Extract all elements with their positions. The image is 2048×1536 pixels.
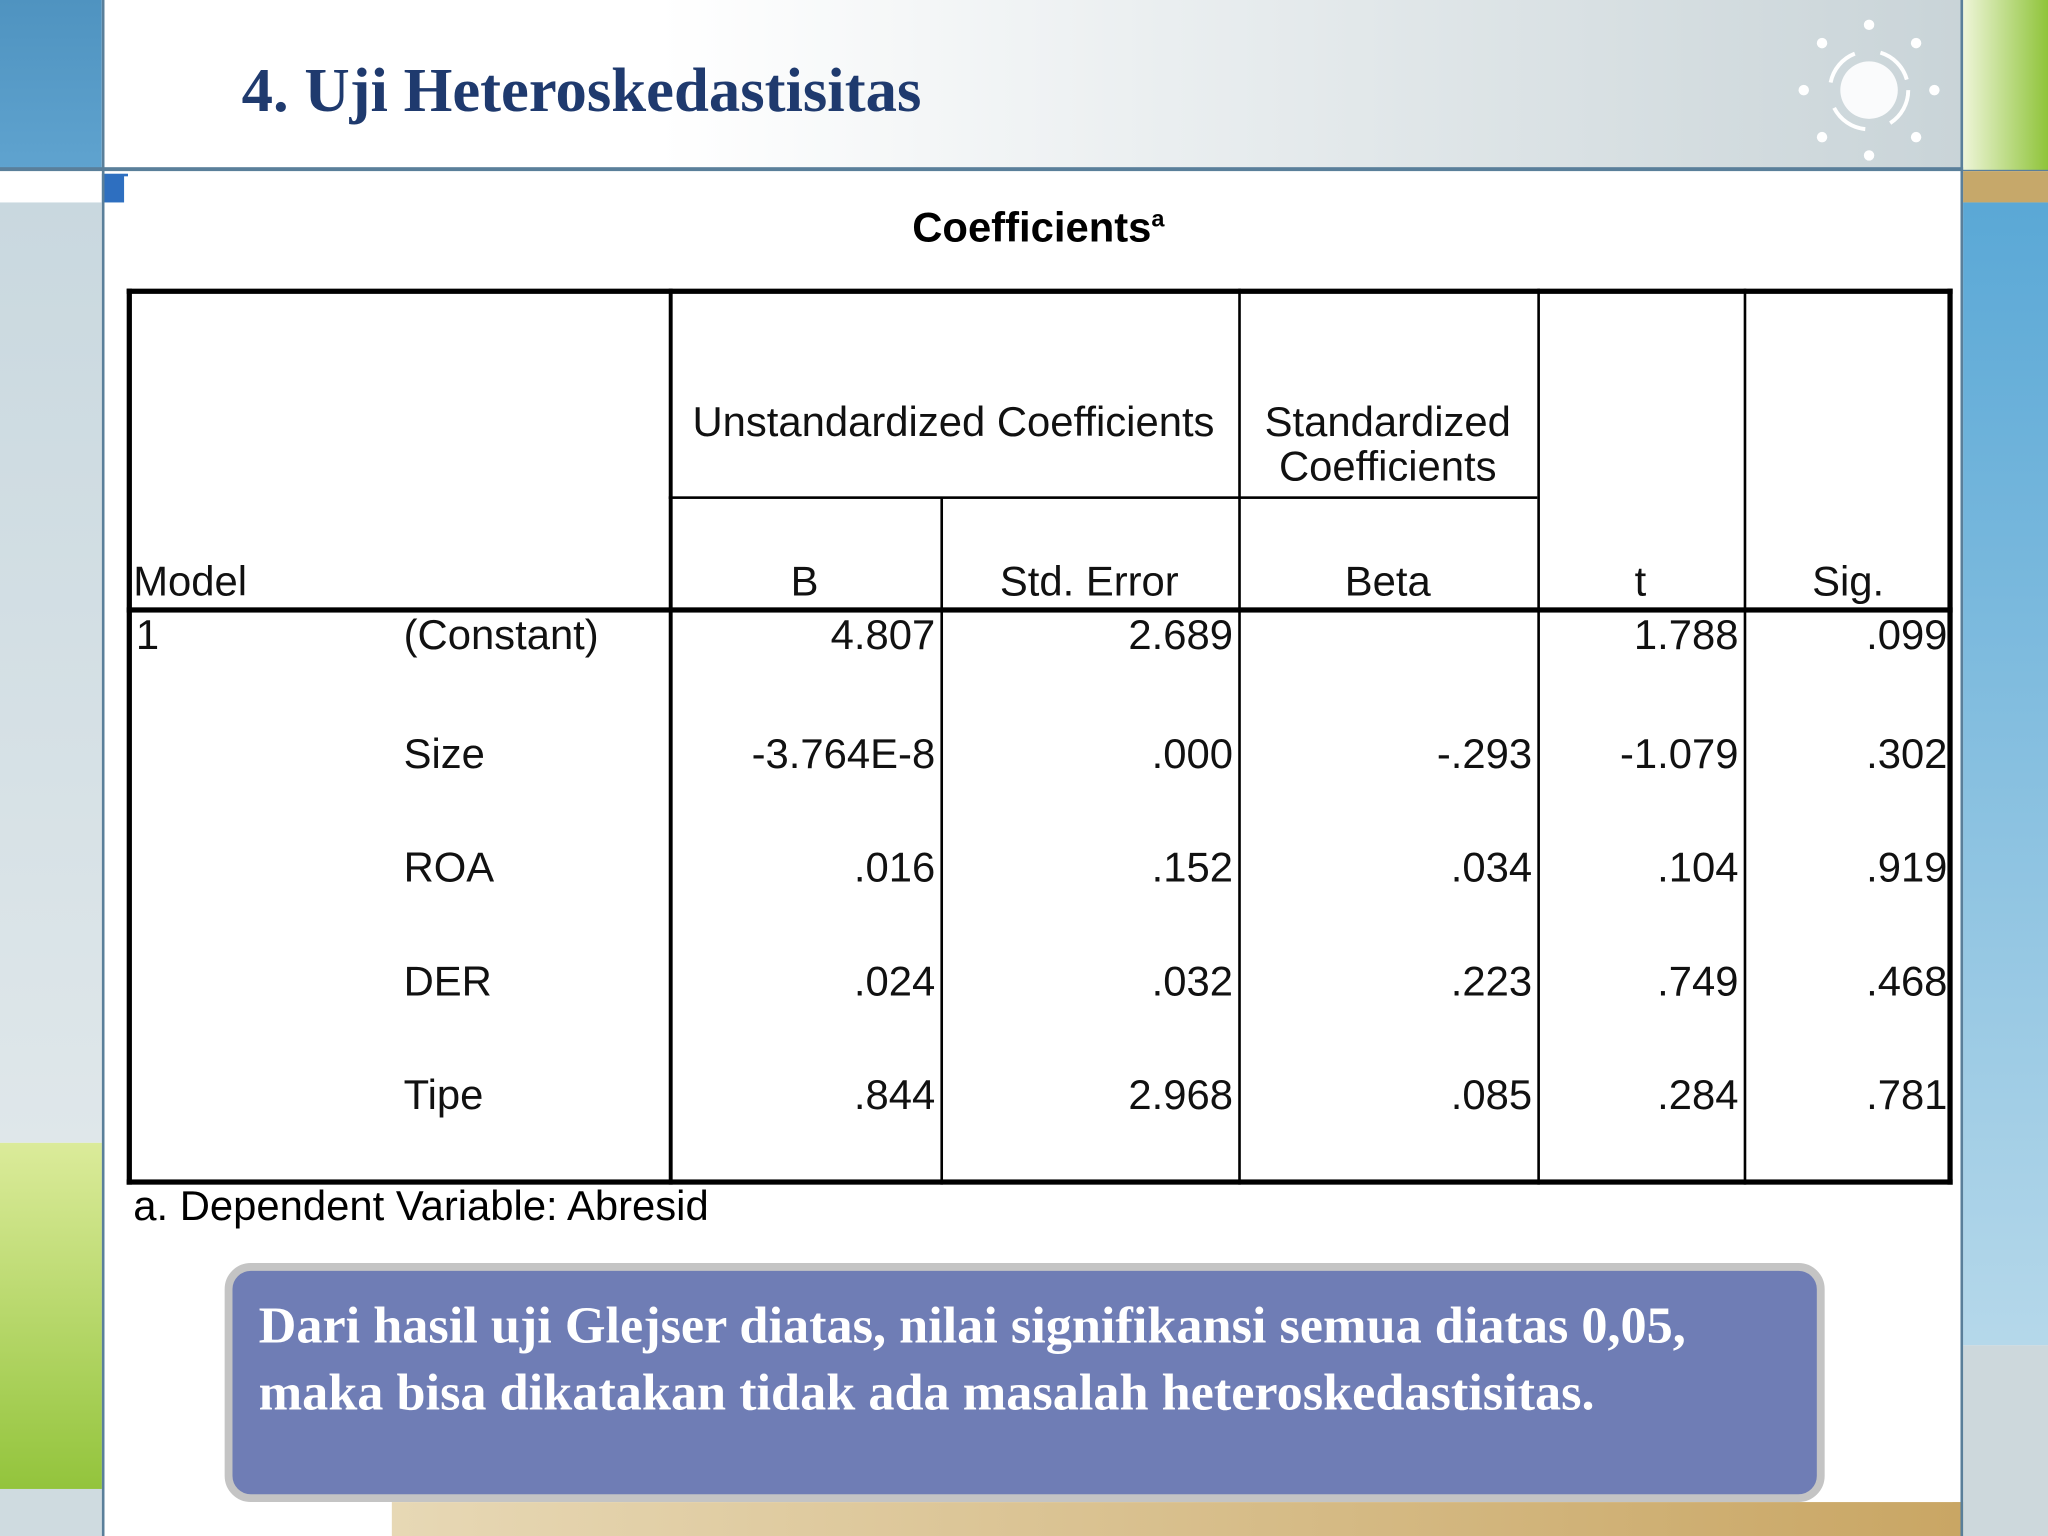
table-cell: .016 bbox=[853, 843, 936, 891]
column-rule bbox=[1537, 288, 1540, 1185]
header-band bbox=[101, 0, 1964, 170]
table-cell: ROA bbox=[403, 843, 495, 891]
column-rule bbox=[1238, 288, 1241, 1185]
right-strip-blue bbox=[1963, 202, 2048, 1346]
table-cell: (Constant) bbox=[403, 611, 599, 659]
right-strip-bottom bbox=[1963, 1345, 2048, 1536]
table-cell: .085 bbox=[1450, 1071, 1533, 1119]
frame-line-right bbox=[1960, 0, 1964, 1536]
subheader-rule bbox=[668, 496, 1538, 499]
table-border bbox=[126, 1179, 1953, 1185]
header-cell: B bbox=[790, 557, 819, 605]
table-cell: .844 bbox=[853, 1071, 936, 1119]
table-border bbox=[126, 288, 132, 1185]
header-rule bbox=[126, 607, 1953, 613]
table-cell: Size bbox=[403, 730, 485, 778]
header-cell: Sig. bbox=[1812, 557, 1885, 605]
table-cell: .919 bbox=[1866, 843, 1948, 891]
footer-band bbox=[391, 1502, 1964, 1536]
table-cell: 4.807 bbox=[830, 611, 936, 659]
table-cell: DER bbox=[403, 957, 492, 1005]
table-cell: .468 bbox=[1866, 957, 1948, 1005]
header-cell: Model bbox=[133, 557, 248, 605]
table-caption: Coefficientsa bbox=[124, 204, 1953, 252]
table-cell: .099 bbox=[1866, 611, 1948, 659]
table-cell: -1.079 bbox=[1619, 730, 1739, 778]
table-border bbox=[1947, 288, 1953, 1185]
frame-line-left bbox=[101, 0, 105, 1536]
header-cell: t bbox=[1634, 557, 1647, 605]
sun-logo bbox=[1798, 19, 1940, 161]
table-cell: .302 bbox=[1866, 730, 1948, 778]
caption-text: Coefficients bbox=[912, 203, 1152, 251]
table-cell: .034 bbox=[1450, 843, 1533, 891]
column-rule bbox=[1743, 288, 1747, 1185]
table-border bbox=[126, 288, 1953, 294]
header-rule bbox=[0, 167, 2048, 172]
table-footnote: a. Dependent Variable: Abresid bbox=[133, 1182, 709, 1230]
header-cell: Beta bbox=[1344, 557, 1431, 605]
table-cell: .284 bbox=[1657, 1071, 1739, 1119]
header-cell: Std. Error bbox=[999, 557, 1179, 605]
header-cell: Standardized Coefficients bbox=[1264, 398, 1511, 490]
table-cell: 1.788 bbox=[1633, 611, 1739, 659]
table-cell: .781 bbox=[1866, 1071, 1948, 1119]
table-cell: -.293 bbox=[1436, 730, 1533, 778]
header-cell: Unstandardized Coefficients bbox=[692, 398, 1215, 446]
left-strip-green bbox=[0, 1142, 102, 1489]
table-cell: .104 bbox=[1657, 843, 1739, 891]
caption-sup: a bbox=[1151, 205, 1165, 232]
callout-text: Dari hasil uji Glejser diatas, nilai sig… bbox=[258, 1295, 1686, 1422]
callout-box: Dari hasil uji Glejser diatas, nilai sig… bbox=[224, 1263, 1825, 1503]
left-strip-bottom bbox=[0, 1488, 102, 1536]
blue-tab bbox=[101, 173, 128, 203]
slide-title: 4. Uji Heteroskedastisitas bbox=[241, 56, 922, 126]
table-cell: 2.689 bbox=[1128, 611, 1233, 659]
column-rule bbox=[940, 497, 944, 1185]
table-cell: Tipe bbox=[403, 1071, 484, 1119]
table-cell: .032 bbox=[1151, 957, 1233, 1005]
left-strip-mid bbox=[0, 202, 102, 1143]
right-strip-tan bbox=[1963, 171, 2048, 203]
table-cell: 2.968 bbox=[1128, 1071, 1233, 1119]
table-cell: .223 bbox=[1450, 957, 1533, 1005]
column-rule bbox=[668, 288, 673, 1185]
table-cell: .152 bbox=[1151, 843, 1233, 891]
table-cell: .000 bbox=[1151, 730, 1233, 778]
table-cell: .749 bbox=[1657, 957, 1739, 1005]
left-strip-top bbox=[0, 0, 102, 170]
right-strip-top bbox=[1963, 0, 2048, 170]
table-cell: .024 bbox=[853, 957, 936, 1005]
table-cell: -3.764E-8 bbox=[751, 730, 936, 778]
table-cell: 1 bbox=[135, 611, 160, 659]
